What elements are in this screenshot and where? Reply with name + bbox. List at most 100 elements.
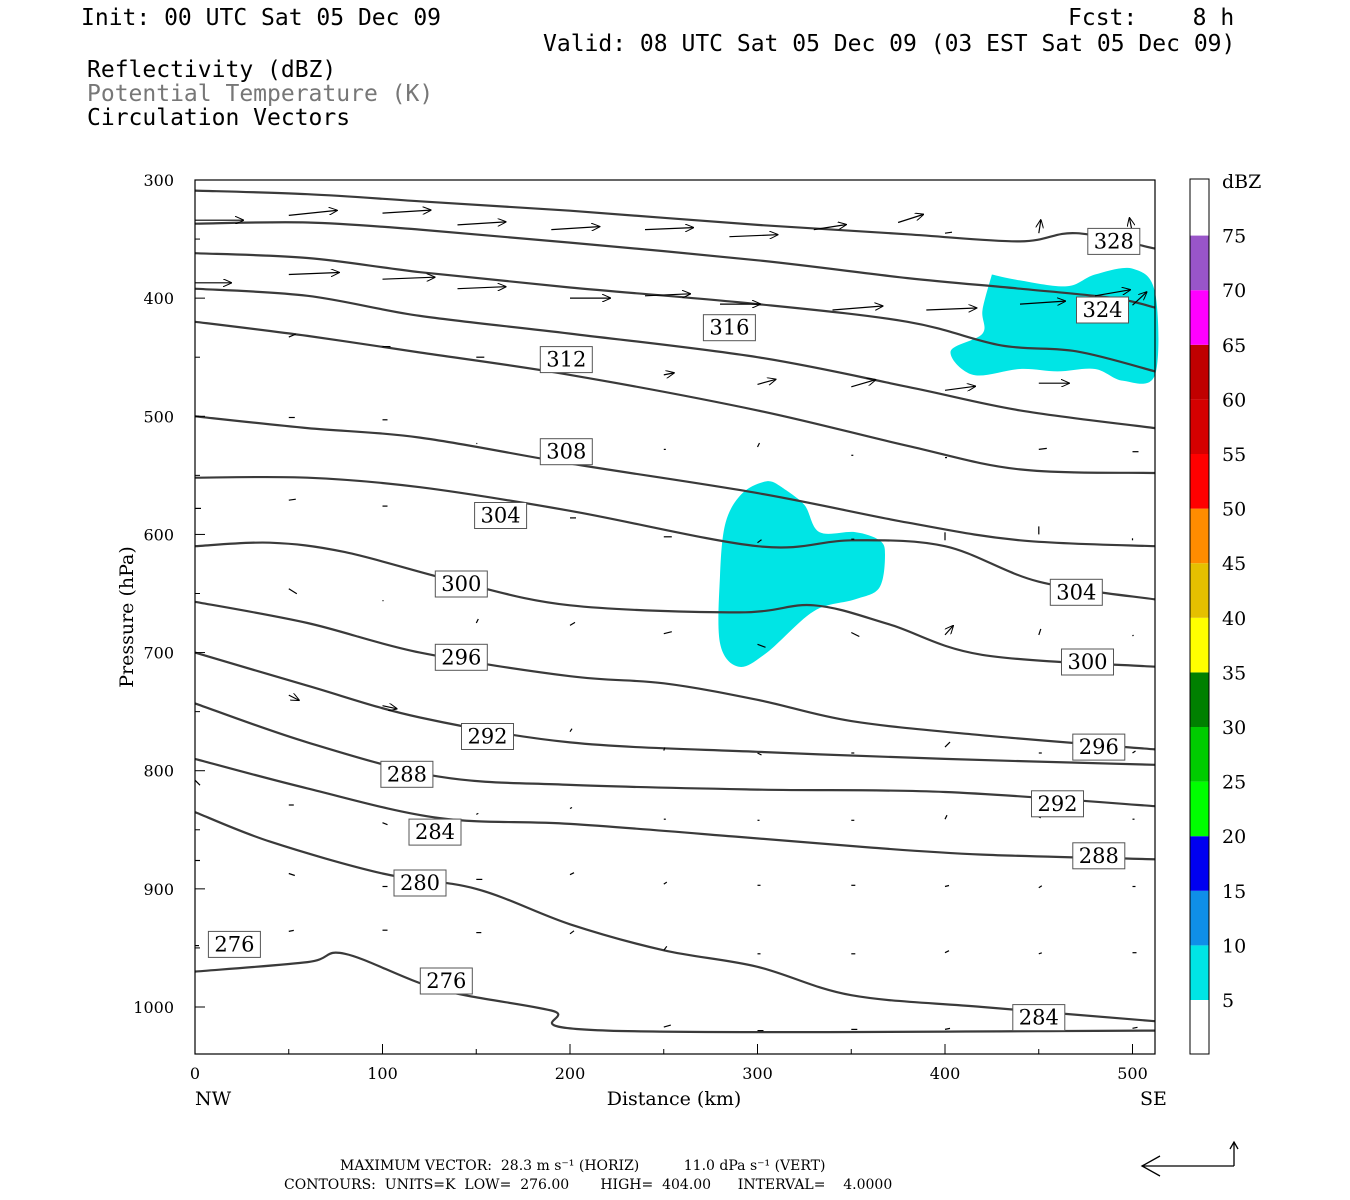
vector-arrow-110 [1132,1026,1138,1029]
vector-arrow-75 [382,822,388,826]
vector-arrow-109 [944,1027,951,1030]
contour-label-layer: 328 324 316 312 308 304 304 300 300 296 296 292 292 2… [207,227,1141,1032]
init-time: Init: 00 UTC Sat 05 Dec 09 [81,5,442,31]
colorbar-swatch-50 [1190,454,1209,509]
x-tick-label: 400 [930,1064,961,1083]
field-reflectivity: Reflectivity (dBZ) [87,57,337,83]
y-tick-label: 300 [143,171,174,190]
colorbar-label: 45 [1222,553,1246,575]
contour-label-300: 300 [434,570,488,598]
vector-arrow-23 [1132,292,1147,306]
valid-time: Valid: 08 UTC Sat 05 Dec 09 (03 EST Sat … [543,31,1236,57]
colorbar-swatch-5 [1190,945,1209,1000]
colorbar-swatch-35 [1190,617,1209,673]
vector-arrow-14 [382,277,435,279]
vector-arrow-20 [926,308,976,310]
vector-arrow-60 [944,626,953,636]
vector-arrow-56 [569,621,576,626]
contour-label-296: 296 [434,643,488,671]
vector-arrow-30 [944,386,975,390]
vector-arrow-63 [288,695,299,700]
x-tick-label: 300 [742,1064,773,1083]
vector-arrow-76 [476,812,479,815]
x-axis-title: Distance (km) [607,1088,742,1110]
colorbar-swatch-10 [1190,890,1209,946]
colorbar: 5 10 15 20 25 30 35 40 45 50 55 60 65 70 75 [1189,178,1246,1055]
vector-arrow-106 [663,1024,671,1028]
vector-arrow-61 [1038,628,1042,636]
field-circulation-vectors: Circulation Vectors [87,105,351,131]
contour-label-304: 304 [474,502,528,529]
contour-label-text: 276 [214,932,254,956]
contour-label-text: 308 [546,440,586,464]
contour-label-292: 292 [1031,790,1084,818]
isentrope-316 [194,287,1156,430]
contour-label-316: 316 [702,314,756,342]
vector-arrow-77 [569,806,573,810]
vector-arrow-1 [288,210,337,216]
contour-label-292: 292 [461,723,514,750]
vector-arrow-19 [832,306,883,310]
colorbar-frame [1189,178,1210,1055]
x-tick-label: 200 [555,1064,586,1083]
y-tick-label: 600 [143,525,174,544]
colorbar-swatch-30 [1190,672,1209,727]
vector-arrow-72 [1132,750,1136,754]
contour-label-text: 304 [1056,580,1096,604]
vector-arrow-55 [475,618,479,624]
vector-arrow-29 [851,380,875,388]
x-axis-left-label: NW [195,1088,232,1110]
isentrope-296 [194,600,1156,751]
vector-arrow-99 [569,930,575,935]
contour-label-text: 296 [441,645,481,669]
vector-arrow-15 [457,287,506,289]
contour-label-308: 308 [539,438,593,466]
isentrope-280 [194,811,1156,1023]
contour-label-text: 288 [387,762,427,786]
contour-label-text: 324 [1082,298,1122,322]
vector-arrow-43 [288,498,296,501]
colorbar-swatch-20 [1190,781,1209,837]
contour-label-288: 288 [1072,842,1126,870]
vector-arrow-59 [851,631,860,638]
contour-label-text: 292 [1037,792,1077,816]
colorbar-label: 65 [1222,335,1246,357]
x-tick-label: 100 [367,1064,398,1083]
colorbar-label: 50 [1222,499,1246,521]
vector-arrow-8 [897,215,923,224]
isentrope-324 [194,221,1156,309]
colorbar-label: 5 [1222,990,1234,1012]
isentrope-292 [194,651,1156,766]
contour-label-312: 312 [539,346,593,374]
colorbar-label: 10 [1222,935,1246,957]
colorbar-swatch-40 [1190,563,1209,618]
contour-label-284: 284 [1012,1004,1066,1032]
contour-label-text: 276 [426,969,466,993]
contour-label-text: 292 [467,725,507,749]
isentrope-308 [194,415,1156,548]
vector-arrow-64 [382,706,397,709]
contour-label-text: 328 [1094,229,1134,253]
isentrope-300 [194,541,1156,668]
colorbar-swatch-15 [1190,836,1209,891]
reference-vector-icon [1140,1140,1239,1177]
isentrope-276 [194,951,1156,1034]
vector-arrow-96 [288,929,294,932]
vector-arrow-104 [1038,952,1042,955]
vector-arrow-73 [194,779,201,786]
vector-arrow-93 [1038,885,1043,889]
isentrope-layer [194,189,1156,1034]
reflectivity-region-0 [718,481,885,667]
colorbar-label: 55 [1222,444,1246,466]
vector-arrow-67 [663,747,666,751]
colorbar-label: 75 [1222,226,1246,248]
vector-arrow-68 [757,752,762,756]
x-tick-label: 0 [190,1064,200,1083]
colorbar-label: 15 [1222,881,1246,903]
colorbar-swatch-65 [1190,290,1209,345]
isentrope-284 [194,757,1156,861]
contour-label-text: 300 [1067,650,1107,674]
vector-arrow-58 [757,643,766,648]
vector-arrow-53 [288,588,298,595]
colorbar-label: 40 [1222,608,1246,630]
